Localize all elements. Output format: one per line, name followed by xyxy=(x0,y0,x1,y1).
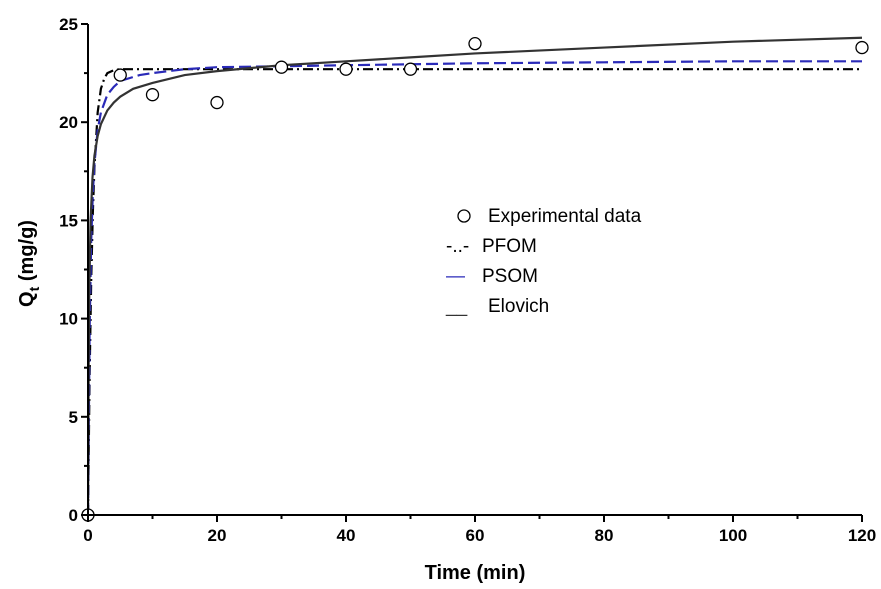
legend-label: Elovich xyxy=(488,296,549,317)
y-tick-label: 0 xyxy=(69,506,78,525)
data-point xyxy=(468,36,482,51)
plot-area xyxy=(81,36,869,522)
data-point xyxy=(145,88,160,102)
series-line-psom xyxy=(88,60,862,515)
x-tick-label: 0 xyxy=(83,526,92,545)
legend-marker xyxy=(457,209,471,223)
data-point xyxy=(113,68,127,82)
data-point xyxy=(339,62,353,76)
y-tick-label: 15 xyxy=(59,211,78,230)
x-tick-label: 100 xyxy=(719,526,747,545)
series-line-pfom xyxy=(88,68,862,515)
x-tick-label: 20 xyxy=(208,526,227,545)
legend-label: PFOM xyxy=(482,236,537,257)
y-axis-title: Qt (mg/g) xyxy=(16,220,42,307)
legend-label: PSOM xyxy=(482,266,538,287)
legend-symbol: __ xyxy=(445,296,468,317)
y-tick-label: 10 xyxy=(59,310,78,329)
y-axis-title-unit: (mg/g) xyxy=(16,220,38,287)
legend: Experimental data -..- PFOM — PSOM __ Elovich xyxy=(445,206,642,317)
legend-label: Experimental data xyxy=(488,206,642,227)
y-axis-title-sub: t xyxy=(26,286,42,291)
data-point xyxy=(855,40,869,55)
x-tick-label: 60 xyxy=(466,526,485,545)
data-point xyxy=(210,95,224,110)
y-tick-label: 5 xyxy=(69,408,78,427)
data-point xyxy=(274,60,289,74)
y-tick-label: 20 xyxy=(59,113,78,132)
x-tick-label: 40 xyxy=(337,526,356,545)
y-axis-title-main: Q xyxy=(16,291,38,307)
axes: 0 20 40 60 80 100 120 0 5 10 15 20 25 Time (min) Qt (m… xyxy=(16,15,876,584)
legend-symbol: — xyxy=(446,266,465,287)
y-tick-label: 25 xyxy=(59,15,78,34)
x-tick-label: 120 xyxy=(848,526,876,545)
series-line-elovich xyxy=(88,36,862,515)
x-tick-label: 80 xyxy=(595,526,614,545)
data-point xyxy=(403,62,418,76)
legend-symbol: -..- xyxy=(446,236,469,257)
x-axis-title: Time (min) xyxy=(425,562,526,584)
